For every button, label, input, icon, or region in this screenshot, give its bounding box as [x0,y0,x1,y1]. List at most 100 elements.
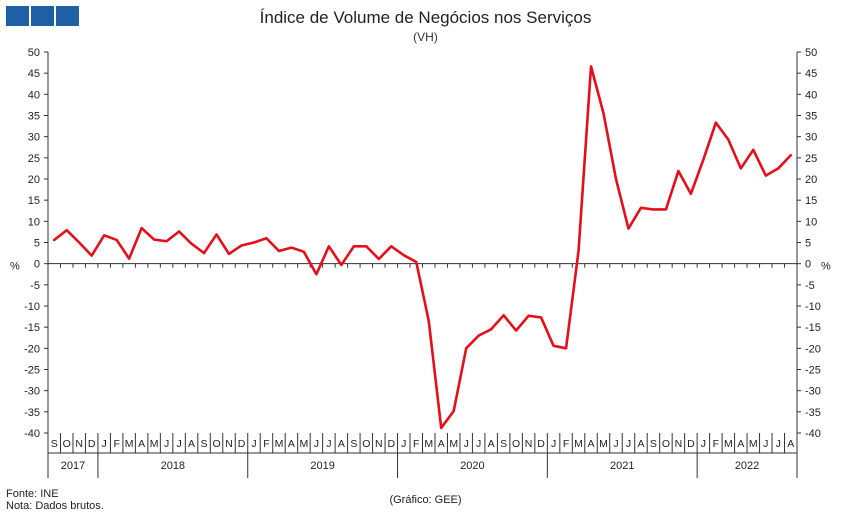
footnotes: Fonte: INE Nota: Dados brutos. [6,488,104,512]
month-tick-label: S [201,438,208,450]
y-tick-label-left: -10 [24,301,40,313]
year-label: 2017 [61,460,85,472]
y-tick-label-right: 0 [805,259,811,271]
month-tick-label: M [150,438,159,450]
month-tick-label: M [449,438,458,450]
y-tick-label-left: 30 [28,132,40,144]
data-point [190,242,193,245]
y-tick-label-right: -35 [805,407,821,419]
month-tick-label: J [551,438,556,450]
y-tick-label-right: 45 [805,68,817,80]
y-tick-label-right: 15 [805,195,817,207]
year-label: 2021 [610,460,634,472]
month-tick-label: M [749,438,758,450]
y-tick-label-right: 25 [805,153,817,165]
month-tick-label: M [125,438,134,450]
month-tick-label: F [263,438,269,450]
logo-block [6,6,29,26]
year-label: 2018 [161,460,185,472]
y-tick-label-right: -15 [805,322,821,334]
data-point [215,233,218,236]
month-tick-label: J [701,438,706,450]
y-tick-label-left: 40 [28,89,40,101]
data-point [303,251,305,253]
data-point [502,314,505,317]
month-tick-label: M [275,438,284,450]
month-tick-label: O [512,438,520,450]
data-point [153,238,155,241]
y-tick-label-left: 5 [34,238,40,250]
data-point [378,258,380,260]
month-tick-label: A [588,438,595,450]
data-point [140,227,143,229]
data-point [65,229,68,232]
y-tick-label-right: 50 [805,47,817,59]
y-tick-label-left: 25 [28,153,40,165]
data-point [178,230,180,233]
y-tick-label-left: -30 [24,386,40,398]
data-point [253,241,255,244]
month-tick-label: D [537,438,545,450]
data-point [665,208,667,211]
month-tick-label: J [763,438,768,450]
data-point [440,427,443,429]
data-point [165,240,168,243]
month-tick-label: S [51,438,58,450]
month-tick-label: A [138,438,145,450]
month-tick-label: S [500,438,507,450]
y-tick-label-left: 0 [34,259,40,271]
data-point [340,264,343,266]
data-point [490,328,492,331]
month-tick-label: D [687,438,695,450]
month-tick-label: D [88,438,96,450]
y-tick-label-right: 10 [805,216,817,228]
y-tick-label-left: -20 [24,343,40,355]
month-tick-label: J [176,438,181,450]
data-point [527,314,530,317]
y-tick-label-right: -20 [805,343,821,355]
data-point [577,250,580,252]
data-point [103,234,105,237]
month-tick-label: N [675,438,683,450]
source-note: Fonte: INE [6,488,59,500]
data-point [90,254,93,257]
data-point [315,273,318,276]
month-tick-label: J [626,438,631,450]
logo-block [31,6,54,26]
y-tick-label-right: 20 [805,174,817,186]
y-tick-label-right: 40 [805,89,817,101]
data-point [290,246,293,249]
data-point [640,206,642,209]
month-tick-label: M [300,438,309,450]
chart-title: Índice de Volume de Negócios nos Serviço… [259,8,592,27]
data-point [465,347,467,350]
data-note: Nota: Dados brutos. [6,500,104,512]
gee-logo-icon [6,6,79,26]
logo-block [56,6,79,26]
data-point [128,257,130,260]
month-tick-label: J [476,438,481,450]
month-tick-label: O [362,438,370,450]
month-tick-label: A [787,438,794,450]
data-point [627,227,630,230]
year-label: 2022 [735,460,759,472]
y-tick-label-right: 35 [805,111,817,123]
y-tick-label-right: -10 [805,301,821,313]
month-tick-label: D [387,438,395,450]
data-point [652,208,655,211]
data-point [677,170,680,172]
month-tick-label: O [212,438,220,450]
data-point [203,252,205,254]
y-tick-label-left: 15 [28,195,40,207]
y-tick-label-left: -35 [24,407,40,419]
month-tick-label: F [413,438,419,450]
year-label: 2020 [460,460,484,472]
month-tick-label: N [75,438,83,450]
month-tick-label: A [438,438,445,450]
y-tick-label-left: 45 [28,68,40,80]
month-tick-label: J [314,438,319,450]
month-tick-label: A [338,438,345,450]
data-point [265,237,268,240]
y-unit-label-left: % [10,261,20,273]
chart-credit: (Gráfico: GEE) [389,494,462,506]
